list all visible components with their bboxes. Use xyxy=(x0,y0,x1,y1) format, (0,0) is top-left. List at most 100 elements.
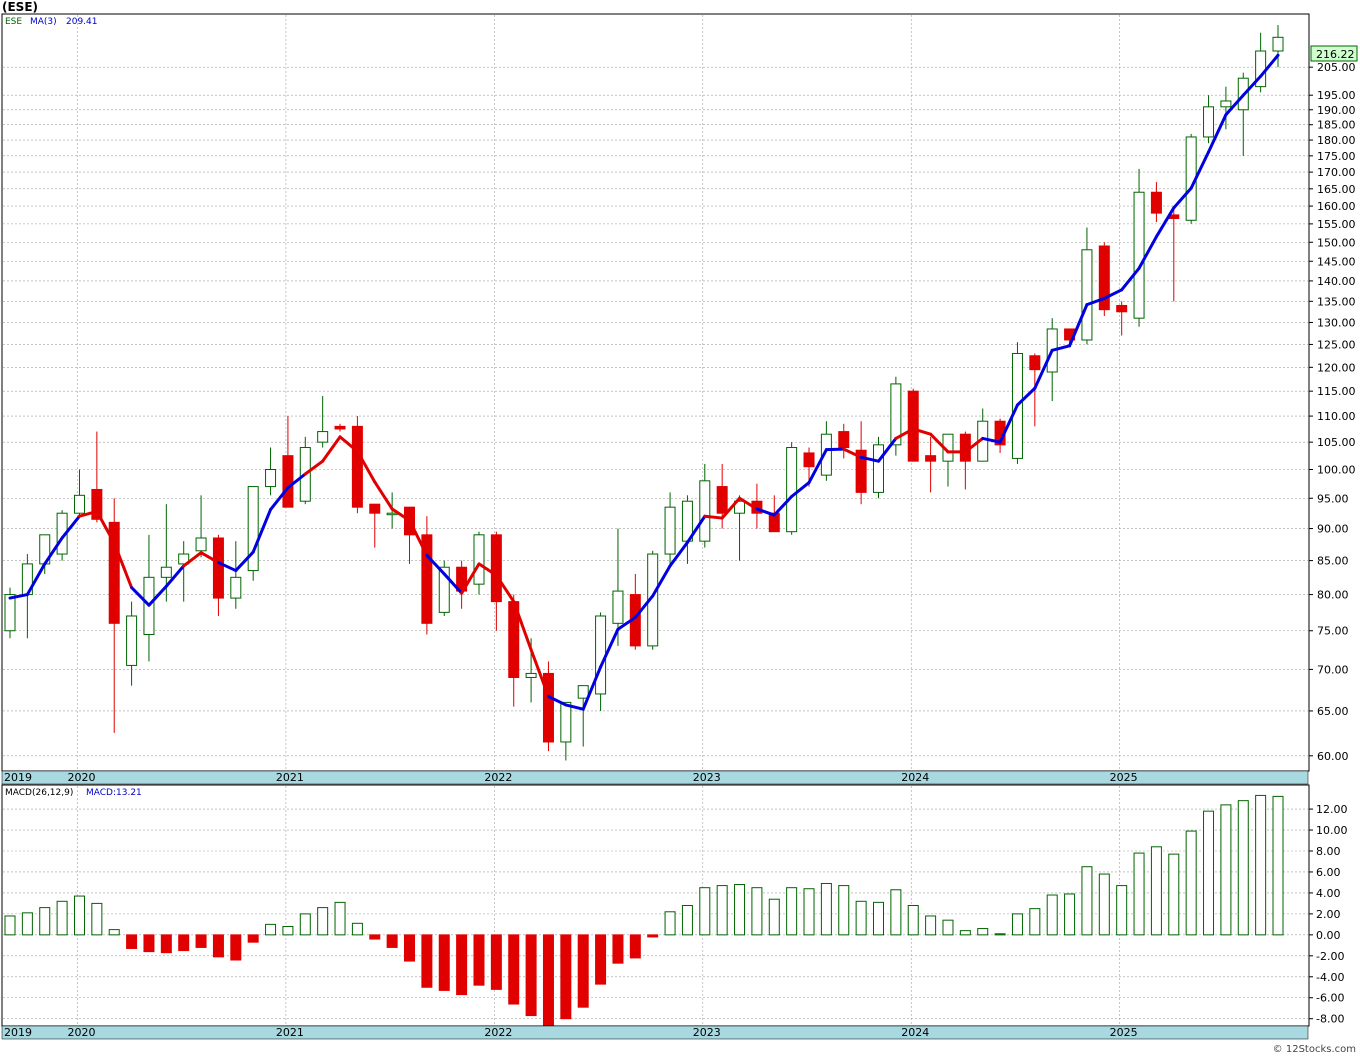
price-y-tick-label: 125.00 xyxy=(1317,338,1356,351)
macd-y-tick-label: -2.00 xyxy=(1316,950,1344,963)
candle-body xyxy=(421,534,433,624)
ma3-segment xyxy=(859,455,880,463)
macd-bar xyxy=(1133,852,1145,936)
macd-bar xyxy=(160,934,172,954)
macd-bar xyxy=(734,884,746,936)
macd-bar xyxy=(647,934,659,938)
ma3-segment xyxy=(1102,288,1124,300)
ma3-segment xyxy=(1224,93,1245,117)
price-y-tick-label: 145.00 xyxy=(1317,255,1356,268)
ma3-segment xyxy=(564,703,585,711)
ma3-segment xyxy=(1015,386,1037,407)
price-y-tick-label: 190.00 xyxy=(1317,104,1356,117)
ma3-segment xyxy=(425,553,446,576)
candle-body xyxy=(1098,245,1110,311)
price-y-tick-label: 150.00 xyxy=(1317,236,1356,249)
candle-body xyxy=(855,449,867,493)
ma3-segment xyxy=(1137,235,1158,270)
macd-bar xyxy=(855,900,867,936)
macd-bar xyxy=(768,898,780,936)
macd-bar xyxy=(351,922,363,936)
macd-bar xyxy=(1150,846,1162,936)
macd-bar xyxy=(1116,885,1128,936)
macd-bar xyxy=(664,911,676,936)
macd-histogram xyxy=(4,794,1284,1026)
candle-body xyxy=(473,534,485,585)
price-y-tick-label: 115.00 xyxy=(1317,385,1356,398)
x-tick-label: 2021 xyxy=(276,771,304,784)
price-y-tick-label: 75.00 xyxy=(1317,625,1349,638)
macd-bar xyxy=(212,934,224,958)
ma3-segment xyxy=(1189,150,1211,190)
ma3-segment xyxy=(1207,113,1228,154)
price-y-tick-label: 130.00 xyxy=(1317,316,1356,329)
macd-bar xyxy=(577,934,589,1008)
ma3-segment xyxy=(442,572,464,595)
x-tick-label: 2023 xyxy=(693,771,721,784)
macd-bar xyxy=(1203,810,1215,936)
candle-body xyxy=(178,553,190,565)
ma3-segment xyxy=(911,427,933,436)
ma3-segment xyxy=(824,447,846,452)
ma3-segment xyxy=(355,449,377,484)
ma3-segment xyxy=(998,403,1019,444)
macd-bar xyxy=(438,934,450,991)
candle-body xyxy=(1081,249,1093,341)
ma3-segment xyxy=(720,496,742,520)
macd-y-tick-label: 10.00 xyxy=(1316,824,1348,837)
macd-y-tick-label: -4.00 xyxy=(1316,971,1344,984)
x-tick-label: 2022 xyxy=(484,771,512,784)
x-tick-label: 2020 xyxy=(67,771,95,784)
ma3-segment xyxy=(738,496,759,511)
macd-y-tick-label: -8.00 xyxy=(1316,1013,1344,1026)
ma3-segment xyxy=(199,551,220,565)
ma3-segment xyxy=(147,584,168,607)
ma3-segment xyxy=(807,448,828,485)
macd-y-tick-label: -6.00 xyxy=(1316,992,1344,1005)
macd-bar xyxy=(299,913,311,936)
ma3-segment xyxy=(1241,74,1263,97)
ma3-segment xyxy=(303,459,325,476)
macd-bar xyxy=(421,934,433,988)
last-price-box xyxy=(1310,45,1358,62)
price-date-axis-band xyxy=(1,770,1309,785)
ma3-segment xyxy=(772,494,794,517)
ma3-segment xyxy=(234,550,255,573)
price-y-tick-label: 140.00 xyxy=(1317,275,1356,288)
candle-body xyxy=(490,534,502,603)
macd-bar xyxy=(1011,913,1023,936)
ma3-segment xyxy=(963,436,985,454)
ma3-segment xyxy=(251,508,273,554)
macd-bar xyxy=(1272,795,1284,936)
ma3-segment xyxy=(182,551,203,568)
ma3-segment xyxy=(460,562,481,595)
ma3-segment xyxy=(1068,303,1089,348)
macd-bar xyxy=(56,900,68,936)
macd-bar xyxy=(456,934,468,996)
candle-body xyxy=(1116,304,1128,313)
price-y-tick-label: 70.00 xyxy=(1317,663,1349,676)
x-tick-label: 2021 xyxy=(276,1026,304,1039)
macd-bar xyxy=(143,934,155,953)
macd-bar xyxy=(977,928,989,936)
price-y-tick-label: 65.00 xyxy=(1317,705,1349,718)
candle-body xyxy=(1272,36,1284,52)
macd-bar xyxy=(1220,804,1232,936)
ma3-segment xyxy=(1259,53,1280,78)
candle-body xyxy=(91,488,103,520)
macd-y-tick-label: 6.00 xyxy=(1316,866,1341,879)
x-tick-label: 2020 xyxy=(67,1026,95,1039)
candle-body xyxy=(525,672,537,678)
x-tick-label: 2023 xyxy=(693,1026,721,1039)
macd-y-axis: -8.00 -6.00 -4.00 -2.00 0.00 2.00 4.00 6.00 8.00… xyxy=(1309,803,1348,1026)
candle-body xyxy=(317,431,329,443)
price-y-tick-label: 105.00 xyxy=(1317,436,1356,449)
ma3-segment xyxy=(130,586,151,607)
macd-bar xyxy=(873,901,884,936)
macd-bar xyxy=(282,925,294,936)
price-y-tick-label: 185.00 xyxy=(1317,119,1356,132)
price-y-tick-label: 110.00 xyxy=(1317,410,1356,423)
macd-bar xyxy=(404,934,416,962)
macd-bar xyxy=(334,901,346,936)
macd-bar xyxy=(838,885,850,936)
